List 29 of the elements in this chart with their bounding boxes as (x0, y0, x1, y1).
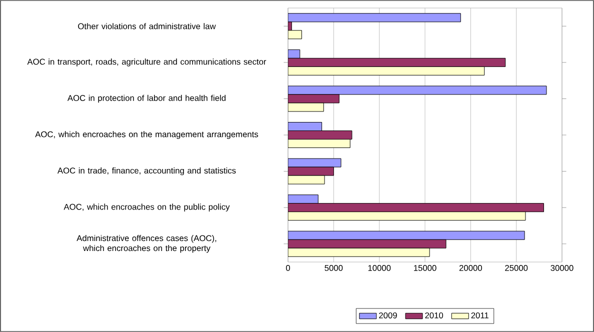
x-tick-label: 15000 (414, 264, 436, 271)
y-tick-label: AOC in transport, roads, agriculture and communications sector (27, 58, 266, 66)
x-tick-label: 10000 (368, 264, 391, 271)
y-tick-label: Administrative offences cases (AOC), which encroaches on the property (76, 234, 216, 253)
legend-label: 2011 (471, 312, 488, 318)
bar (288, 194, 318, 204)
bar (288, 139, 350, 148)
x-tick-label: 30000 (550, 264, 574, 271)
x-tick-label: 20000 (459, 264, 482, 271)
x-tick-label: 5000 (324, 264, 343, 271)
bar (288, 66, 485, 76)
bar (288, 248, 430, 257)
bar (288, 239, 446, 248)
bar (288, 230, 525, 240)
bar (288, 203, 544, 212)
legend-label: 2009 (379, 312, 397, 318)
y-tick-label: AOC, which encroaches on the public policy (64, 204, 230, 212)
bar (288, 13, 461, 22)
y-tick-label: AOC, which encroaches on the management arrangements (35, 131, 258, 139)
x-tick-label: 25000 (505, 264, 528, 271)
legend-label: 2010 (425, 312, 444, 318)
bar (288, 212, 526, 221)
y-tick-label: Other violations of administrative law (78, 23, 216, 30)
y-tick-label: AOC in protection of labor and health field (67, 94, 226, 103)
y-tick-label: AOC in trade, finance, accounting and statistics (57, 167, 236, 176)
x-tick-label: 0 (286, 264, 290, 271)
bar (288, 122, 322, 132)
bar (288, 58, 506, 67)
bar (288, 130, 352, 140)
